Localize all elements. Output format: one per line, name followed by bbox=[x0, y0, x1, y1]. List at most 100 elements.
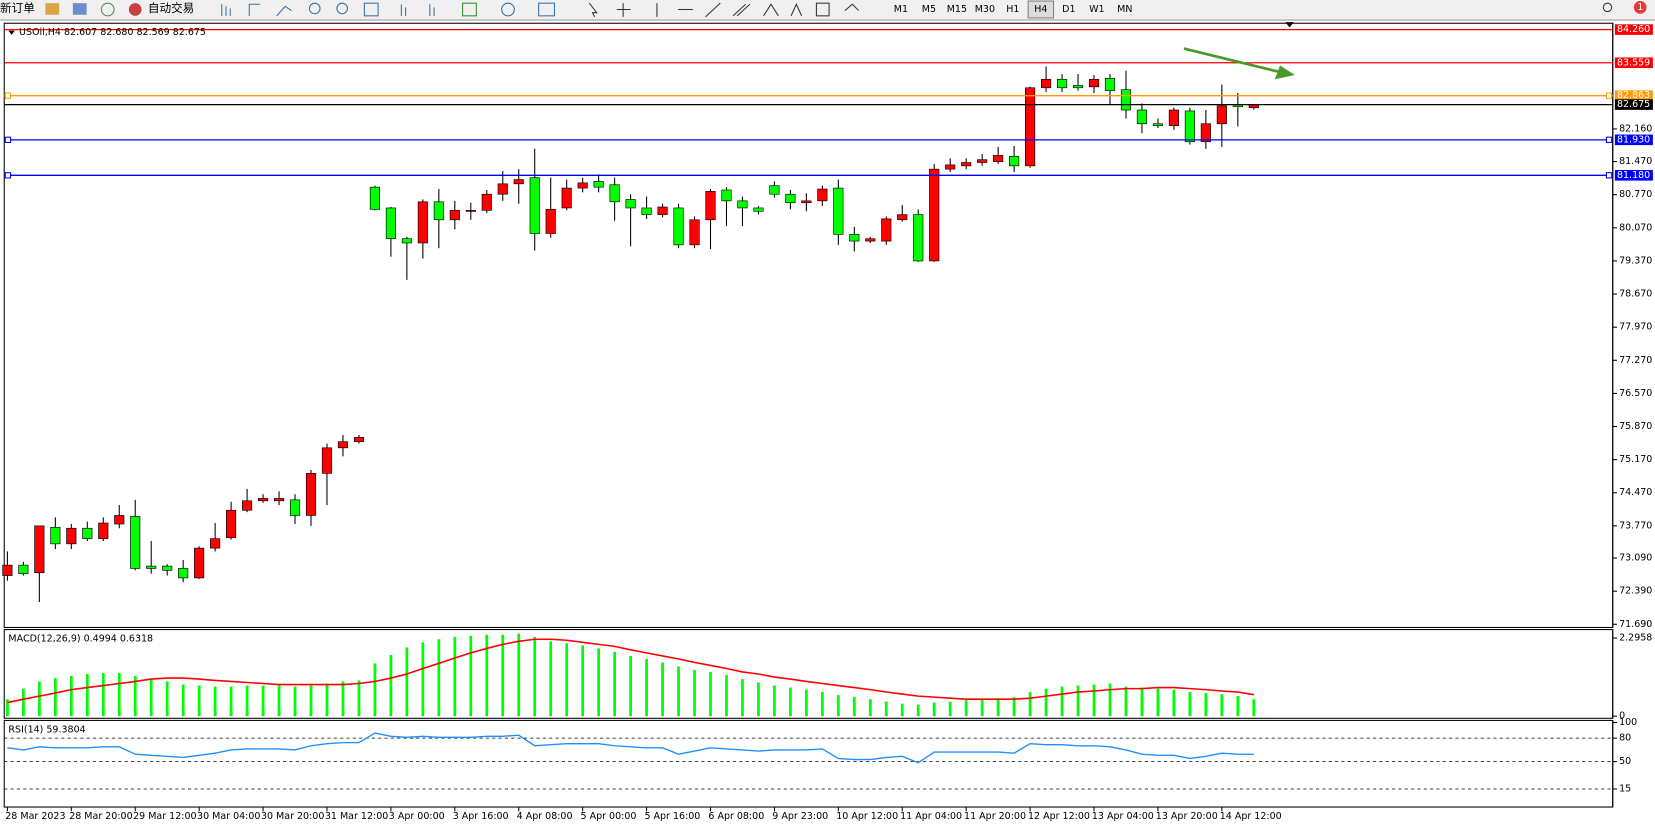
macd-bar bbox=[165, 681, 169, 717]
x-tick-label: 10 Apr 12:00 bbox=[836, 811, 898, 822]
icon[interactable] bbox=[128, 3, 142, 16]
icon[interactable] bbox=[616, 3, 631, 17]
timeframe-button[interactable]: H4 bbox=[1034, 4, 1047, 15]
x-tick-label: 3 Apr 00:00 bbox=[389, 811, 445, 822]
macd-bar bbox=[1012, 697, 1016, 717]
price-tag bbox=[1614, 57, 1653, 69]
icon[interactable] bbox=[248, 3, 260, 16]
candle-body bbox=[226, 509, 237, 539]
level-handle bbox=[4, 92, 12, 99]
candle-body bbox=[561, 187, 572, 209]
candle-body bbox=[401, 238, 412, 244]
icon[interactable] bbox=[429, 4, 435, 16]
candle-body bbox=[210, 538, 221, 549]
macd-bar bbox=[789, 687, 792, 717]
icon[interactable] bbox=[763, 3, 779, 17]
macd-bar bbox=[1252, 699, 1256, 717]
candle-body bbox=[801, 200, 812, 204]
icon[interactable] bbox=[844, 3, 860, 11]
candle-body bbox=[305, 473, 317, 516]
macd-bar bbox=[1220, 694, 1224, 717]
icon[interactable] bbox=[501, 2, 515, 17]
candle-body bbox=[257, 498, 269, 502]
macd-bar bbox=[37, 681, 41, 717]
icon[interactable] bbox=[221, 4, 231, 16]
macd-bar bbox=[948, 701, 952, 717]
x-tick-label: 11 Apr 04:00 bbox=[900, 811, 962, 822]
timeframe-button[interactable]: H1 bbox=[1006, 4, 1019, 15]
price-tag bbox=[1614, 170, 1653, 181]
candle-body bbox=[1041, 78, 1052, 89]
macd-bar bbox=[1076, 685, 1080, 717]
macd-bar bbox=[405, 647, 409, 717]
icon[interactable] bbox=[1602, 2, 1613, 13]
candle-body bbox=[641, 207, 652, 215]
icon[interactable] bbox=[815, 2, 830, 17]
timeframe-button[interactable]: MN bbox=[1117, 4, 1132, 15]
icon[interactable] bbox=[45, 3, 60, 15]
macd-bar bbox=[277, 685, 281, 717]
price-tag bbox=[1614, 134, 1653, 146]
candle-body bbox=[961, 162, 972, 167]
auto-trading-button[interactable]: 自动交易 bbox=[148, 1, 194, 15]
timeframe-button[interactable]: M5 bbox=[922, 4, 936, 15]
icon[interactable] bbox=[462, 2, 477, 17]
panel-title: MACD(12,26,9) 0.4994 0.6318 bbox=[8, 634, 153, 645]
level-handle bbox=[1605, 92, 1613, 99]
candle-body bbox=[497, 183, 508, 195]
macd-bar bbox=[820, 692, 824, 717]
candle-body bbox=[945, 164, 956, 170]
y-tick-label: 73.770 bbox=[1619, 520, 1652, 531]
timeframe-button[interactable]: W1 bbox=[1089, 4, 1104, 15]
timeframe-button[interactable]: M15 bbox=[947, 4, 967, 15]
y-tick-label: 15 bbox=[1619, 783, 1631, 794]
level-handle bbox=[1605, 172, 1613, 179]
macd-bar bbox=[1060, 686, 1064, 717]
macd-bar bbox=[309, 685, 313, 717]
macd-bar bbox=[293, 686, 297, 717]
candle-body bbox=[146, 565, 157, 569]
timeframe-button[interactable]: M30 bbox=[975, 4, 995, 15]
icon[interactable] bbox=[790, 2, 803, 17]
macd-bar bbox=[1236, 696, 1240, 717]
macd-bar bbox=[1044, 688, 1048, 717]
candle-body bbox=[817, 188, 828, 202]
candle-body bbox=[849, 234, 860, 242]
icon[interactable] bbox=[588, 2, 598, 18]
price-tag bbox=[1614, 24, 1653, 35]
icon[interactable] bbox=[308, 2, 321, 15]
y-tick-label: 80.070 bbox=[1619, 222, 1652, 233]
y-tick-label: 77.270 bbox=[1619, 355, 1652, 366]
icon[interactable] bbox=[72, 3, 87, 15]
price-tag-label: 82.675 bbox=[1617, 99, 1650, 110]
candle-body bbox=[1009, 156, 1020, 167]
timeframe-button[interactable]: D1 bbox=[1062, 4, 1075, 15]
candle-body bbox=[433, 201, 444, 221]
macd-bar bbox=[773, 685, 776, 717]
icon[interactable] bbox=[538, 2, 556, 17]
icon[interactable] bbox=[363, 2, 379, 17]
macd-bar bbox=[421, 642, 425, 717]
icon[interactable] bbox=[732, 3, 751, 17]
macd-bar bbox=[1108, 683, 1112, 717]
candle-body bbox=[577, 182, 588, 189]
timeframe-button[interactable]: M1 bbox=[894, 4, 908, 15]
x-tick-label: 30 Mar 04:00 bbox=[197, 811, 260, 822]
candle-body bbox=[1025, 87, 1036, 167]
candle-body bbox=[705, 191, 716, 221]
icon[interactable] bbox=[705, 2, 721, 18]
icon[interactable] bbox=[336, 2, 349, 15]
icon[interactable] bbox=[100, 2, 115, 17]
macd-bar bbox=[757, 682, 760, 717]
x-tick-label: 11 Apr 20:00 bbox=[964, 811, 1026, 822]
candle-body bbox=[689, 219, 700, 246]
y-tick-label: 79.370 bbox=[1619, 255, 1652, 266]
y-tick-label: 73.090 bbox=[1619, 553, 1652, 564]
icon[interactable] bbox=[400, 4, 407, 16]
new-order-button[interactable]: 新订单 bbox=[0, 1, 35, 15]
icon[interactable] bbox=[276, 5, 292, 17]
macd-bar bbox=[117, 672, 121, 717]
notification-badge[interactable] bbox=[1633, 1, 1647, 14]
macd-bar bbox=[341, 681, 345, 717]
macd-bar bbox=[1028, 692, 1032, 717]
